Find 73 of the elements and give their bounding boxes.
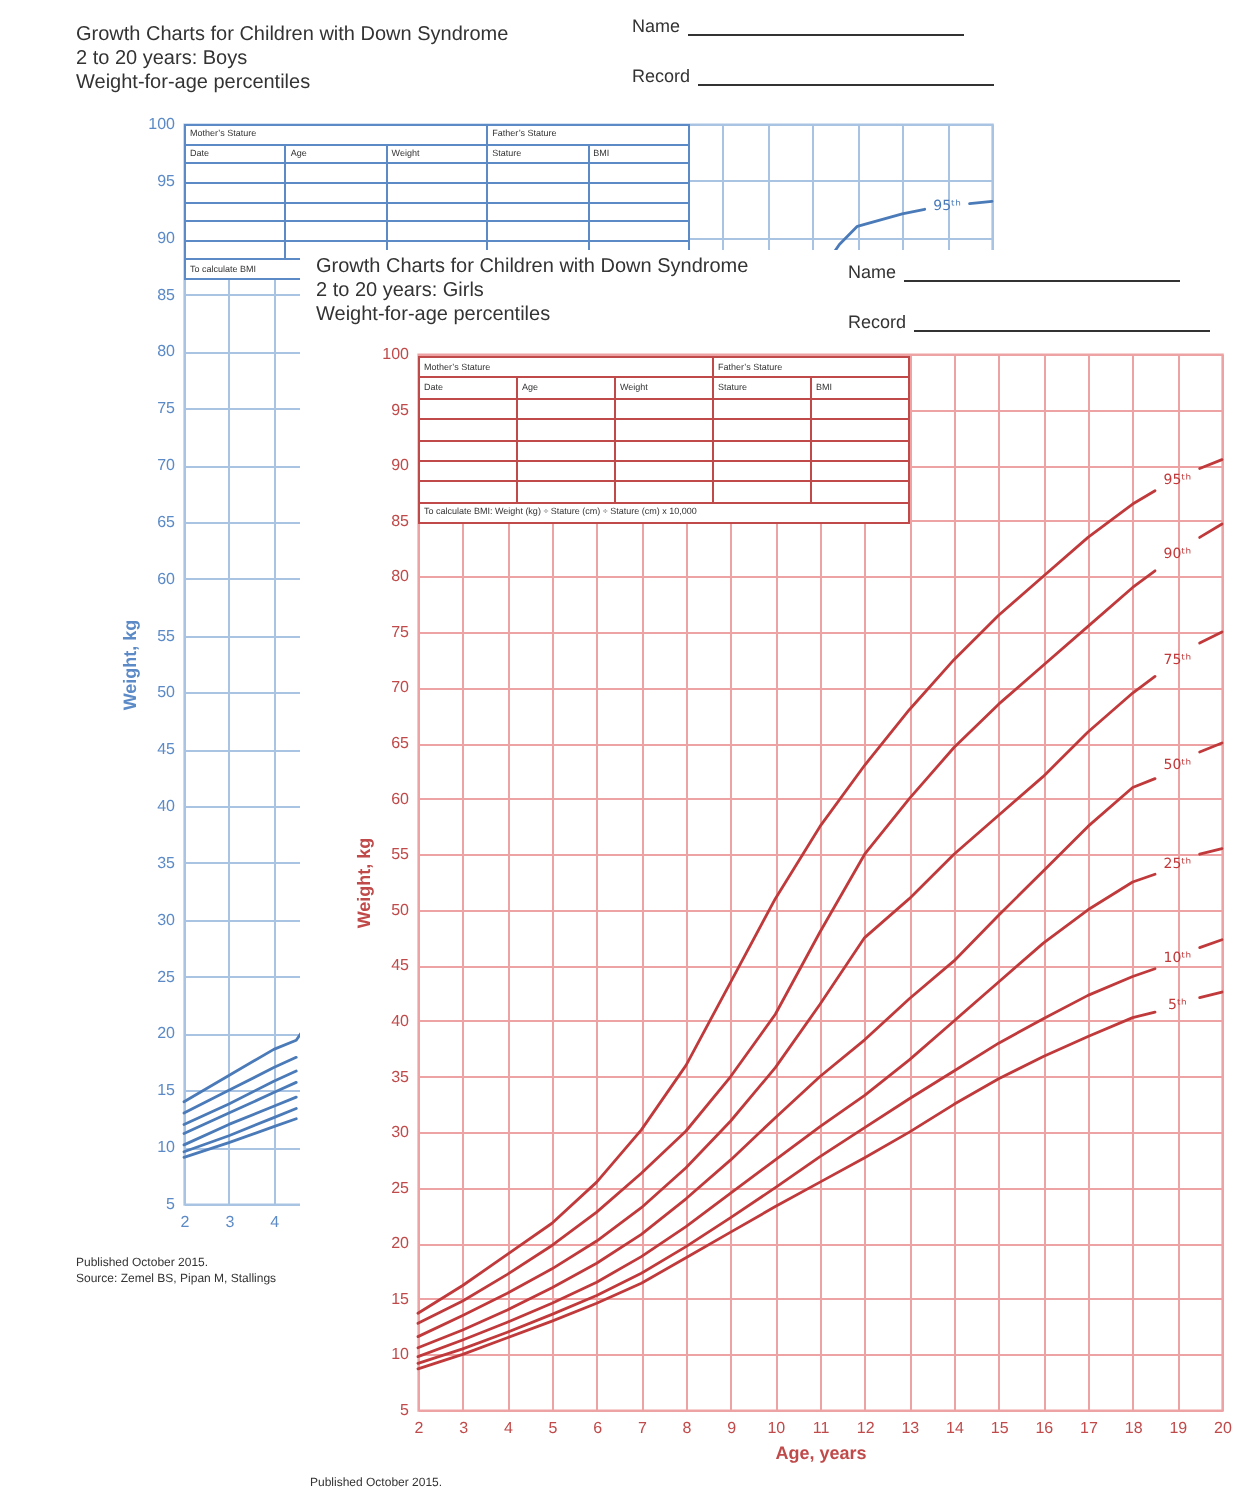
y-tick-label: 70 [391, 678, 411, 697]
x-tick-label: 3 [225, 1213, 236, 1231]
y-tick-label: 65 [391, 734, 411, 753]
x-tick-label: 2 [414, 1419, 425, 1437]
x-tick-label: 10 [767, 1419, 787, 1437]
y-tick-label: 75 [157, 399, 177, 418]
y-tick-label: 85 [391, 511, 411, 530]
y-tick-label: 95 [157, 171, 177, 190]
y-tick-label: 80 [391, 567, 411, 586]
y-tick-label: 5 [166, 1195, 177, 1213]
chart-title: Growth Charts for Children with Down Syndrome [76, 24, 510, 46]
x-tick-label: 7 [637, 1419, 648, 1437]
x-tick-label: 2 [180, 1213, 191, 1231]
y-tick-label: 20 [391, 1234, 411, 1253]
x-tick-label: 8 [682, 1419, 693, 1437]
x-tick-label: 15 [990, 1419, 1010, 1437]
x-tick-label: 12 [856, 1419, 876, 1437]
y-tick-label: 60 [157, 569, 177, 588]
y-tick-label: 50 [157, 683, 177, 702]
y-axis-title: Weight, kg [354, 837, 375, 929]
y-tick-label: 30 [157, 910, 177, 929]
chart-subtitle: 2 to 20 years: Boys Weight-for-age percentiles [76, 48, 311, 94]
y-tick-label: 100 [148, 115, 177, 133]
y-tick-label: 50 [391, 900, 411, 919]
x-tick-label: 4 [270, 1213, 281, 1231]
y-tick-label: 60 [391, 789, 411, 808]
y-tick-label: 55 [157, 626, 177, 645]
x-tick-label: 19 [1169, 1419, 1189, 1437]
x-tick-label: 3 [459, 1419, 470, 1437]
y-tick-label: 40 [157, 797, 177, 816]
y-tick-label: 10 [157, 1138, 177, 1157]
y-tick-label: 35 [157, 853, 177, 872]
y-tick-label: 100 [382, 345, 411, 363]
y-tick-label: 5 [400, 1401, 411, 1419]
x-tick-label: 9 [727, 1419, 738, 1437]
x-tick-label: 13 [901, 1419, 921, 1437]
x-tick-label: 20 [1214, 1419, 1233, 1437]
y-tick-label: 70 [157, 456, 177, 475]
y-tick-label: 35 [391, 1067, 411, 1086]
text: Name [632, 16, 681, 36]
chart-subtitle: 2 to 20 years: Girls Weight-for-age percentiles [316, 280, 551, 326]
y-tick-label: 90 [391, 456, 411, 475]
y-tick-label: 45 [157, 740, 177, 759]
x-tick-label: 11 [812, 1419, 831, 1437]
x-tick-label: 17 [1080, 1419, 1099, 1437]
annotation: Name [848, 262, 897, 282]
y-axis-title: Weight, kg [120, 619, 141, 711]
y-tick-label: 40 [391, 1011, 411, 1030]
x-tick-label: 14 [946, 1419, 965, 1437]
x-tick-label: 4 [503, 1419, 514, 1437]
x-tick-label: 16 [1035, 1419, 1055, 1437]
y-tick-label: 25 [391, 1178, 411, 1197]
x-axis-title: Age, years [775, 1443, 867, 1463]
y-tick-label: 90 [157, 228, 177, 247]
y-tick-label: 80 [157, 342, 177, 361]
y-tick-label: 20 [157, 1024, 177, 1043]
x-tick-label: 5 [548, 1419, 559, 1437]
y-tick-label: 30 [391, 1123, 411, 1142]
y-tick-label: 85 [157, 285, 177, 304]
y-tick-label: 25 [157, 967, 177, 986]
y-tick-label: 55 [391, 845, 411, 864]
text: Record [632, 66, 691, 86]
y-tick-label: 75 [391, 622, 411, 641]
y-tick-label: 45 [391, 956, 411, 975]
x-tick-label: 6 [593, 1419, 604, 1437]
y-tick-label: 10 [391, 1345, 411, 1364]
y-tick-label: 95 [391, 400, 411, 419]
annotation: Record [848, 312, 907, 332]
chart-title: Growth Charts for Children with Down Syndrome [316, 256, 750, 278]
y-tick-label: 15 [391, 1289, 411, 1308]
x-tick-label: 18 [1124, 1419, 1144, 1437]
y-tick-label: 65 [157, 512, 177, 531]
y-tick-label: 15 [157, 1081, 177, 1100]
